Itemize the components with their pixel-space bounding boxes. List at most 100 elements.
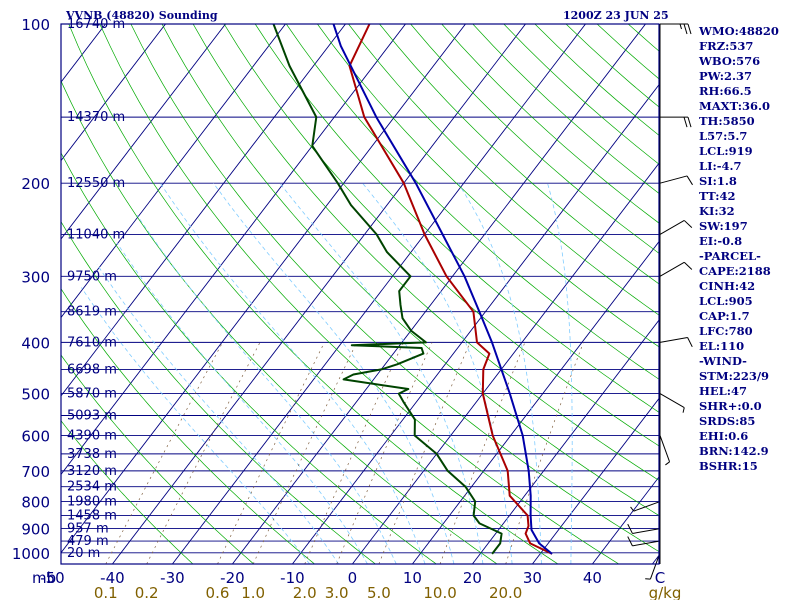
mixing-ratio-line	[146, 342, 261, 564]
pressure-tick-label: 900	[21, 521, 50, 539]
wind-barb-flag	[627, 536, 633, 547]
temperature-profile	[348, 24, 553, 555]
dry-adiabat-line	[61, 420, 194, 564]
mixing-ratio-tick-label: 5.0	[367, 584, 391, 600]
wind-barb-flag	[683, 116, 688, 128]
stat-item: FRZ:537	[699, 39, 754, 53]
dry-adiabat-line	[61, 288, 315, 564]
moist-adiabat-line	[213, 182, 455, 564]
moist-adiabat-line	[159, 182, 426, 564]
dry-adiabat-line	[379, 24, 659, 285]
dry-adiabat-line	[286, 24, 659, 380]
stat-item: TT:42	[699, 189, 736, 203]
wind-barb	[659, 175, 693, 186]
temperature-tick-label: -30	[160, 569, 185, 587]
isotherm-line	[61, 24, 286, 319]
pressure-unit-label: mb	[32, 569, 56, 587]
pressure-tick-label: 400	[21, 334, 50, 352]
stat-item: CAPE:2188	[699, 264, 771, 278]
stat-item: WMO:48820	[699, 24, 779, 38]
height-label: 8619 m	[67, 305, 117, 320]
wind-barb-flag	[687, 337, 693, 348]
height-label: 5870 m	[67, 387, 117, 402]
height-label: 12550 m	[67, 176, 125, 191]
dry-adiabat-line	[317, 24, 659, 348]
wind-barb-flag	[683, 220, 693, 228]
temperature-tick-label: -20	[220, 569, 245, 587]
isotherm-line	[232, 24, 646, 564]
stat-item: RH:66.5	[699, 84, 752, 98]
stat-item: SRDS:85	[699, 414, 756, 428]
temperature-tick-label: 30	[523, 569, 542, 587]
dry-adiabat-line	[223, 24, 659, 447]
wind-barb	[659, 219, 693, 235]
dry-adiabat-line	[348, 24, 659, 316]
mixing-ratio-tick-label: 20.0	[489, 584, 522, 600]
pressure-tick-label: 500	[21, 386, 50, 404]
wind-barb	[659, 435, 671, 466]
wind-barb-flag	[683, 23, 688, 35]
stat-item: SW:197	[699, 219, 748, 233]
stat-item: LFC:780	[699, 324, 753, 338]
wind-barb-half-flag	[630, 506, 635, 512]
wind-barb-half-flag	[679, 23, 682, 30]
mixing-ratio-tick-label: 2.0	[293, 584, 317, 600]
pressure-tick-label: 100	[21, 16, 50, 34]
wind-barb-flag	[687, 23, 692, 35]
height-label: 1980 m	[67, 495, 117, 510]
isotherm-line	[172, 24, 586, 564]
wind-barb	[660, 116, 692, 128]
stat-item: BRN:142.9	[699, 444, 769, 458]
stat-item: -PARCEL-	[699, 249, 761, 263]
mixing-ratio-tick-label: 10.0	[423, 584, 456, 600]
mixing-ratio-line	[378, 342, 471, 564]
wind-barb-flag	[683, 261, 693, 270]
stat-item: PW:2.37	[699, 69, 753, 83]
temperature-tick-label: 0	[348, 569, 358, 587]
dry-adiabat-line	[61, 80, 498, 564]
pressure-tick-label: 600	[21, 427, 50, 445]
moist-adiabat-line	[96, 264, 339, 564]
height-label: 11040 m	[67, 227, 125, 242]
wind-barb-staff	[659, 261, 685, 277]
wind-barb-staff	[659, 337, 688, 343]
sounding-title: VVNB (48820) Sounding	[66, 9, 218, 22]
temperature-tick-label: 40	[583, 569, 602, 587]
isotherm-line	[412, 240, 659, 564]
moist-adiabat-line	[81, 287, 310, 564]
wind-barb-staff	[659, 219, 685, 235]
mixing-ratio-tick-label: 0.1	[94, 584, 118, 600]
height-label: 5093 m	[67, 409, 117, 424]
height-label: 7610 m	[67, 335, 117, 350]
stat-item: SI:1.8	[699, 174, 737, 188]
wind-barb	[659, 261, 693, 277]
dry-adiabat-line	[61, 152, 437, 564]
dry-adiabat-line	[161, 24, 659, 516]
mixing-ratio-line	[336, 342, 433, 564]
wind-barb	[627, 523, 661, 534]
pressure-tick-label: 1000	[12, 545, 50, 563]
mixing-ratio-unit-label: g/kg	[649, 584, 682, 600]
stat-item: STM:223/9	[699, 369, 770, 383]
stat-item: TH:5850	[699, 114, 755, 128]
moist-adiabat-line	[136, 215, 397, 564]
wind-barb-half-flag	[665, 461, 670, 466]
wind-barb	[659, 393, 685, 413]
wind-barb-half-flag	[682, 407, 685, 413]
stat-item: LCL:905	[699, 294, 753, 308]
isotherm-line	[61, 24, 466, 554]
isotherm-line	[472, 319, 659, 564]
stat-item: CAP:1.7	[699, 309, 750, 323]
height-label: 479 m	[67, 534, 109, 549]
wind-barb	[627, 536, 661, 547]
stat-item: KI:32	[699, 204, 735, 218]
temperature-tick-label: -10	[280, 569, 305, 587]
dry-adiabat-line	[68, 24, 559, 564]
temperature-tick-label: 10	[403, 569, 422, 587]
chart-curves	[272, 24, 553, 555]
pressure-tick-label: 200	[21, 175, 50, 193]
wind-barb	[659, 337, 693, 348]
wind-barb-staff	[659, 175, 688, 184]
dry-adiabat-line	[99, 24, 619, 564]
temperature-unit-label: C	[655, 569, 665, 587]
